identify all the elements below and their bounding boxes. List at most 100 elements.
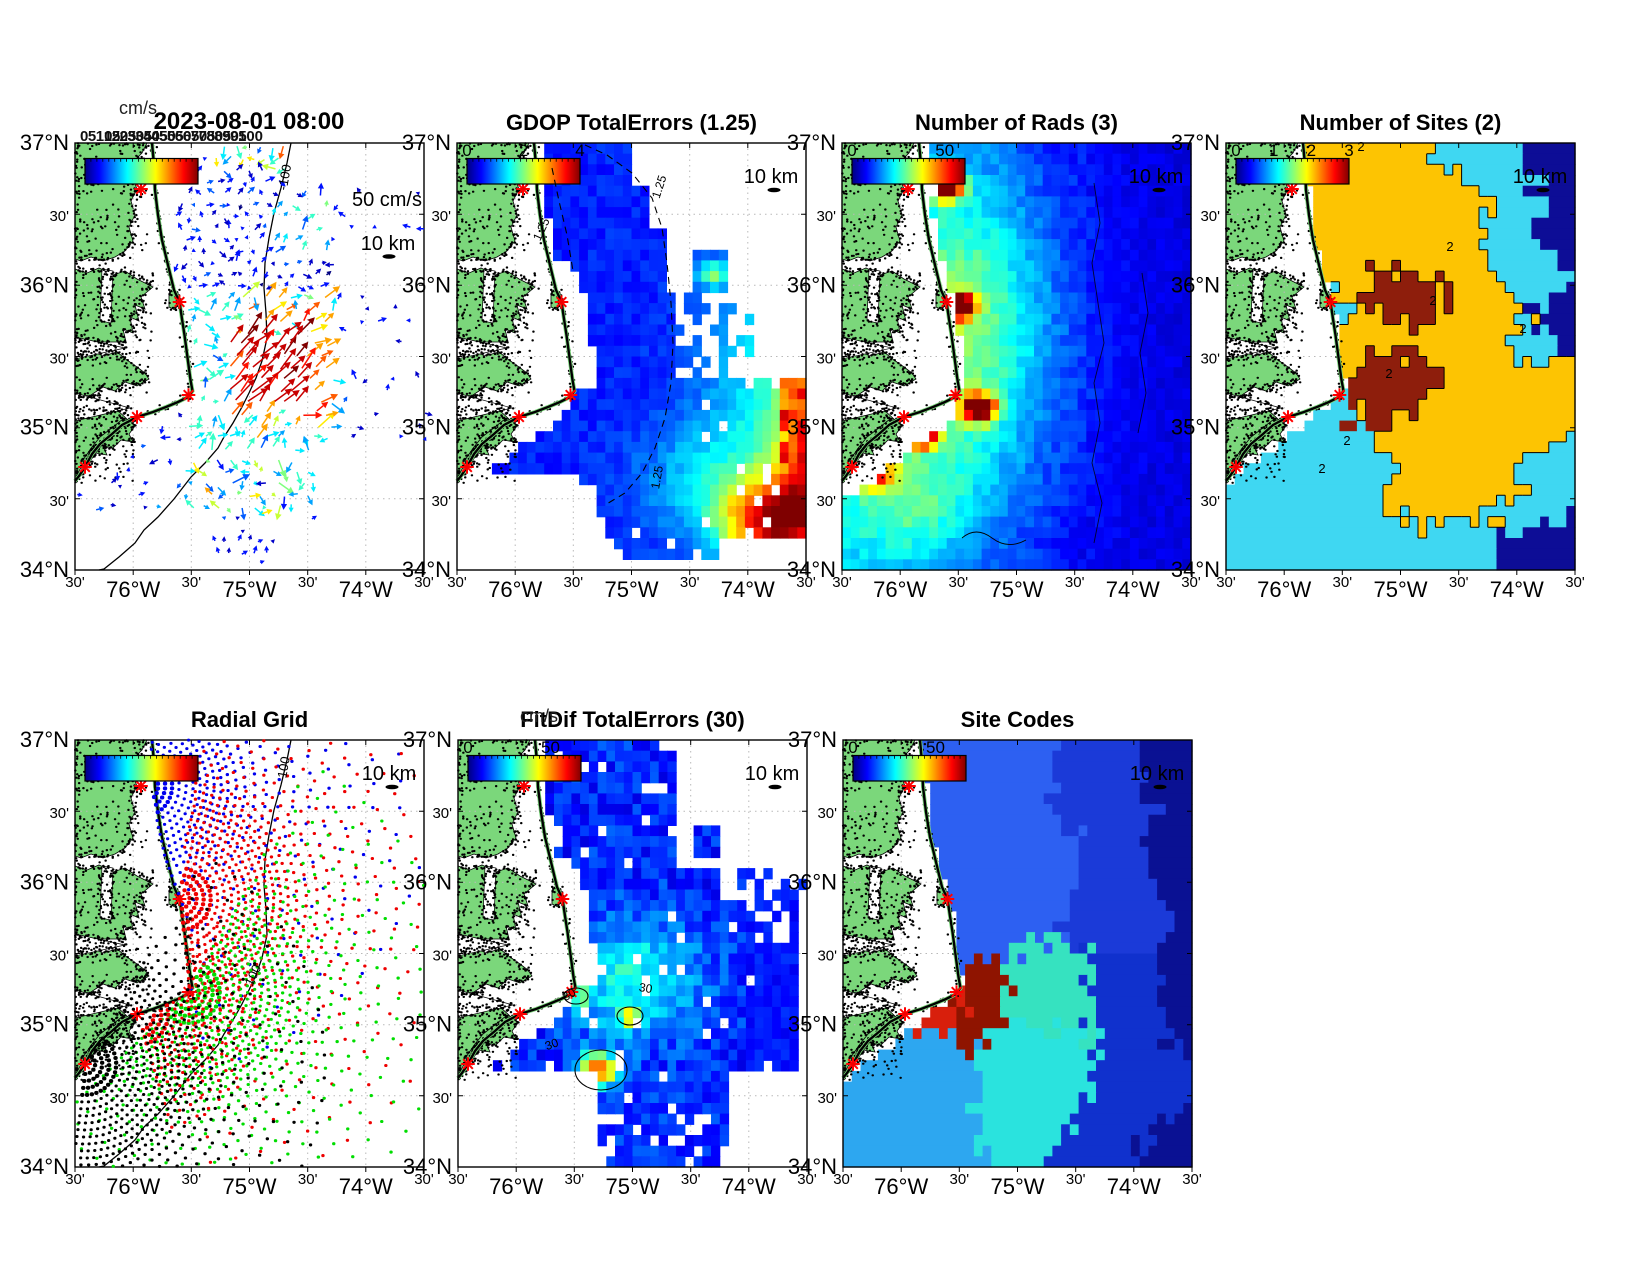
svg-text:76°W: 76°W xyxy=(1257,577,1311,602)
svg-text:30': 30' xyxy=(49,493,69,510)
svg-text:0: 0 xyxy=(462,141,471,160)
svg-text:30': 30' xyxy=(817,1090,837,1107)
svg-text:36°N: 36°N xyxy=(403,869,452,894)
svg-text:50: 50 xyxy=(926,738,945,757)
svg-text:0: 0 xyxy=(463,738,472,757)
svg-text:Number of Sites (2): Number of Sites (2) xyxy=(1300,110,1502,135)
svg-text:30': 30' xyxy=(816,208,836,225)
svg-text:30': 30' xyxy=(949,574,969,591)
svg-text:74°W: 74°W xyxy=(339,577,393,602)
svg-text:30': 30' xyxy=(431,351,451,368)
svg-text:30': 30' xyxy=(950,1171,970,1188)
svg-text:74°W: 74°W xyxy=(339,1174,393,1199)
svg-text:2: 2 xyxy=(1385,366,1392,381)
svg-text:30': 30' xyxy=(817,948,837,965)
svg-text:2: 2 xyxy=(1357,139,1364,154)
svg-text:30': 30' xyxy=(431,208,451,225)
svg-text:50: 50 xyxy=(935,141,954,160)
svg-text:2: 2 xyxy=(519,141,528,160)
svg-text:60: 60 xyxy=(175,128,192,145)
svg-text:30': 30' xyxy=(432,1090,452,1107)
svg-text:Number of Rads (3): Number of Rads (3) xyxy=(915,110,1118,135)
svg-text:100: 100 xyxy=(238,128,263,145)
svg-text:30': 30' xyxy=(182,574,202,591)
svg-text:-100: -100 xyxy=(275,163,294,191)
svg-text:3: 3 xyxy=(1344,141,1353,160)
svg-text:2: 2 xyxy=(1307,141,1316,160)
svg-text:30: 30 xyxy=(127,128,144,145)
svg-text:0: 0 xyxy=(848,738,857,757)
svg-text:30': 30' xyxy=(414,1171,434,1188)
svg-text:37°N: 37°N xyxy=(788,727,837,752)
svg-text:74°W: 74°W xyxy=(1106,577,1160,602)
svg-text:30': 30' xyxy=(1065,574,1085,591)
svg-text:30': 30' xyxy=(817,805,837,822)
svg-text:30': 30' xyxy=(49,805,69,822)
svg-text:34°N: 34°N xyxy=(20,1154,69,1179)
svg-text:34°N: 34°N xyxy=(20,557,69,582)
svg-text:30': 30' xyxy=(414,574,434,591)
svg-text:10 km: 10 km xyxy=(1513,166,1567,188)
svg-text:30': 30' xyxy=(49,351,69,368)
svg-text:74°W: 74°W xyxy=(1490,577,1544,602)
svg-text:80: 80 xyxy=(206,128,223,145)
svg-text:37°N: 37°N xyxy=(402,130,451,155)
svg-text:76°W: 76°W xyxy=(873,577,927,602)
svg-text:75°W: 75°W xyxy=(222,1174,276,1199)
svg-text:34°N: 34°N xyxy=(403,1154,452,1179)
svg-text:30': 30' xyxy=(832,574,852,591)
svg-text:35°N: 35°N xyxy=(1171,415,1220,440)
svg-text:2: 2 xyxy=(1343,433,1350,448)
svg-text:30': 30' xyxy=(833,1171,853,1188)
svg-text:0: 0 xyxy=(1231,141,1240,160)
svg-text:30': 30' xyxy=(1333,574,1353,591)
svg-text:cm/s: cm/s xyxy=(119,98,157,118)
svg-text:1.25: 1.25 xyxy=(648,464,666,490)
svg-text:30': 30' xyxy=(432,948,452,965)
svg-text:15: 15 xyxy=(104,128,121,145)
svg-text:34°N: 34°N xyxy=(402,557,451,582)
svg-text:35°N: 35°N xyxy=(20,1012,69,1037)
svg-text:Radial Grid: Radial Grid xyxy=(191,707,308,732)
svg-text:35°N: 35°N xyxy=(402,415,451,440)
svg-text:0: 0 xyxy=(847,141,856,160)
svg-text:30': 30' xyxy=(448,1171,468,1188)
svg-text:34°N: 34°N xyxy=(787,557,836,582)
svg-text:10 km: 10 km xyxy=(745,763,799,785)
svg-text:37°N: 37°N xyxy=(20,727,69,752)
svg-text:30': 30' xyxy=(49,1090,69,1107)
svg-text:95: 95 xyxy=(230,128,247,145)
svg-text:75°W: 75°W xyxy=(604,577,658,602)
svg-text:10 km: 10 km xyxy=(744,166,798,188)
svg-text:75°W: 75°W xyxy=(222,577,276,602)
svg-text:30': 30' xyxy=(681,1171,701,1188)
svg-text:30': 30' xyxy=(432,805,452,822)
svg-text:36°N: 36°N xyxy=(402,272,451,297)
svg-text:30': 30' xyxy=(1181,574,1201,591)
svg-text:90: 90 xyxy=(222,128,239,145)
svg-text:2: 2 xyxy=(1429,293,1436,308)
svg-text:35°N: 35°N xyxy=(787,415,836,440)
svg-text:10 km: 10 km xyxy=(1129,166,1183,188)
svg-text:30': 30' xyxy=(49,948,69,965)
svg-text:36°N: 36°N xyxy=(20,272,69,297)
svg-text:30': 30' xyxy=(680,574,700,591)
svg-text:36°N: 36°N xyxy=(1171,272,1220,297)
svg-text:34°N: 34°N xyxy=(788,1154,837,1179)
svg-text:2023-08-01 08:00: 2023-08-01 08:00 xyxy=(154,108,345,135)
svg-text:30': 30' xyxy=(1200,493,1220,510)
svg-text:35°N: 35°N xyxy=(788,1012,837,1037)
svg-text:30': 30' xyxy=(816,493,836,510)
svg-text:76°W: 76°W xyxy=(488,577,542,602)
svg-text:70: 70 xyxy=(191,128,208,145)
svg-text:37°N: 37°N xyxy=(787,130,836,155)
svg-text:76°W: 76°W xyxy=(489,1174,543,1199)
svg-text:30': 30' xyxy=(1066,1171,1086,1188)
svg-text:30': 30' xyxy=(565,1171,585,1188)
svg-text:37°N: 37°N xyxy=(1171,130,1220,155)
svg-text:Site Codes: Site Codes xyxy=(961,707,1075,732)
svg-text:10 km: 10 km xyxy=(361,233,415,255)
svg-text:30': 30' xyxy=(49,208,69,225)
svg-text:10 km: 10 km xyxy=(1130,763,1184,785)
svg-text:37°N: 37°N xyxy=(20,130,69,155)
